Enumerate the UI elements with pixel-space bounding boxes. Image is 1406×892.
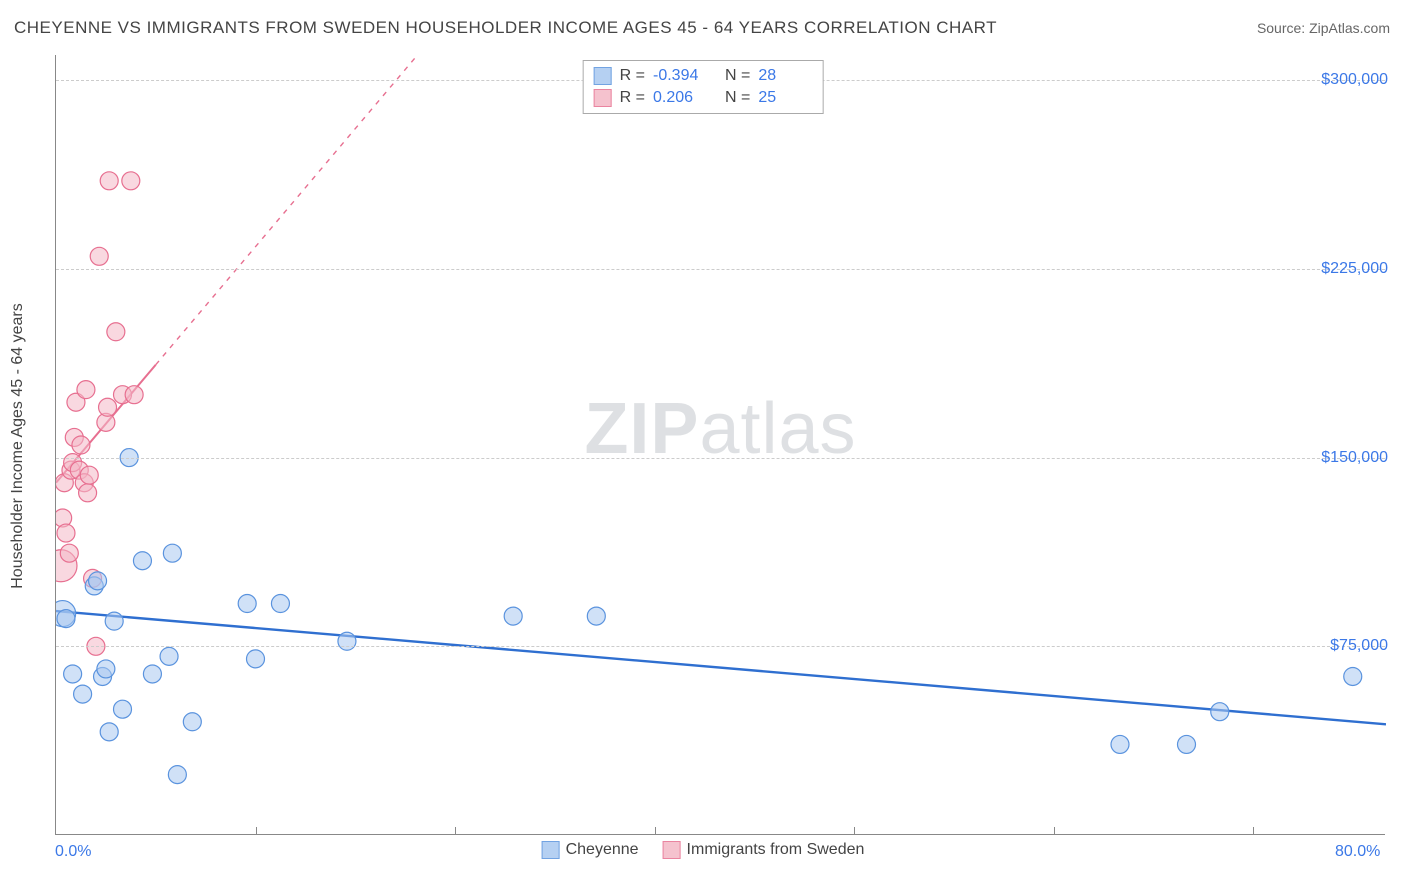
r-value: 0.206: [653, 87, 707, 109]
n-label: N =: [725, 87, 750, 109]
data-point: [160, 647, 178, 665]
series-legend-item: Cheyenne: [542, 841, 639, 859]
data-point: [122, 172, 140, 190]
legend-swatch: [594, 67, 612, 85]
vgridline: [1253, 827, 1254, 835]
data-point: [64, 665, 82, 683]
chart-title: CHEYENNE VS IMMIGRANTS FROM SWEDEN HOUSE…: [14, 18, 997, 38]
r-label: R =: [620, 65, 645, 87]
data-point: [77, 381, 95, 399]
legend-swatch: [663, 841, 681, 859]
x-tick-label: 0.0%: [55, 843, 91, 861]
y-tick-label: $300,000: [1321, 71, 1388, 89]
data-point: [89, 572, 107, 590]
data-point: [100, 723, 118, 741]
plot-svg: [56, 55, 1386, 835]
data-point: [97, 660, 115, 678]
data-point: [183, 713, 201, 731]
data-point: [60, 544, 78, 562]
data-point: [587, 607, 605, 625]
data-point: [1111, 735, 1129, 753]
data-point: [107, 323, 125, 341]
data-point: [79, 484, 97, 502]
data-point: [143, 665, 161, 683]
vgridline: [1054, 827, 1055, 835]
y-tick-label: $75,000: [1330, 637, 1388, 655]
correlation-row: R = 0.206 N = 25: [594, 87, 813, 109]
data-point: [1344, 667, 1362, 685]
data-point: [57, 524, 75, 542]
vgridline: [655, 827, 656, 835]
data-point: [163, 544, 181, 562]
data-point: [1211, 703, 1229, 721]
plot-area: ZIPatlas: [55, 55, 1385, 835]
r-value: -0.394: [653, 65, 707, 87]
data-point: [99, 398, 117, 416]
y-tick-label: $150,000: [1321, 449, 1388, 467]
data-point: [105, 612, 123, 630]
correlation-legend: R = -0.394 N = 28 R = 0.206 N = 25: [583, 60, 824, 114]
data-point: [125, 386, 143, 404]
chart-container: CHEYENNE VS IMMIGRANTS FROM SWEDEN HOUSE…: [0, 0, 1406, 892]
legend-swatch: [542, 841, 560, 859]
data-point: [72, 436, 90, 454]
data-point: [57, 610, 75, 628]
data-point: [74, 685, 92, 703]
data-point: [1178, 735, 1196, 753]
gridline: [56, 646, 1385, 647]
data-point: [247, 650, 265, 668]
data-point: [80, 466, 98, 484]
n-label: N =: [725, 65, 750, 87]
chart-source: Source: ZipAtlas.com: [1257, 20, 1390, 36]
data-point: [133, 552, 151, 570]
legend-swatch: [594, 89, 612, 107]
x-tick-label: 80.0%: [1335, 843, 1380, 861]
vgridline: [854, 827, 855, 835]
data-point: [168, 766, 186, 784]
y-axis-label: Householder Income Ages 45 - 64 years: [9, 303, 27, 589]
data-point: [238, 595, 256, 613]
series-legend: Cheyenne Immigrants from Sweden: [542, 841, 865, 859]
data-point: [338, 632, 356, 650]
n-value: 28: [758, 65, 812, 87]
series-legend-item: Immigrants from Sweden: [663, 841, 865, 859]
data-point: [271, 595, 289, 613]
r-label: R =: [620, 87, 645, 109]
vgridline: [455, 827, 456, 835]
y-tick-label: $225,000: [1321, 260, 1388, 278]
data-point: [114, 700, 132, 718]
data-point: [100, 172, 118, 190]
series-label: Cheyenne: [566, 841, 639, 859]
gridline: [56, 458, 1385, 459]
data-point: [90, 247, 108, 265]
trend-line-dashed: [156, 55, 422, 365]
correlation-row: R = -0.394 N = 28: [594, 65, 813, 87]
gridline: [56, 269, 1385, 270]
vgridline: [256, 827, 257, 835]
series-label: Immigrants from Sweden: [687, 841, 865, 859]
data-point: [504, 607, 522, 625]
n-value: 25: [758, 87, 812, 109]
